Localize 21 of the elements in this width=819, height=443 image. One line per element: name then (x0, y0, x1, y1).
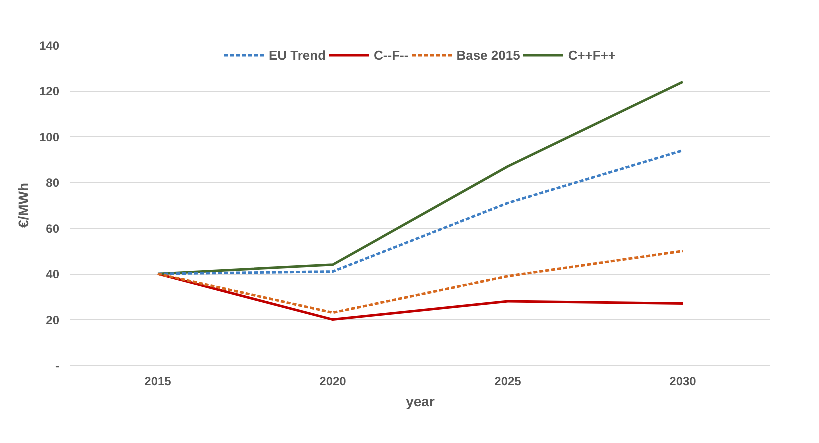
x-tick-label: 2025 (494, 374, 522, 388)
y-tick-label: 40 (46, 268, 60, 282)
legend-label: C++F++ (568, 48, 616, 62)
y-tick-label: 120 (39, 84, 60, 99)
line-series (156, 80, 684, 276)
line-series (156, 250, 684, 314)
y-tick-label: 100 (39, 130, 60, 144)
x-axis-title: year (406, 394, 436, 410)
legend-label: Base 2015 (456, 48, 520, 62)
y-tick-label: - (56, 359, 60, 373)
line-series (156, 272, 684, 322)
y-tick-label: 80 (46, 176, 60, 190)
y-tick-label: 140 (39, 39, 60, 53)
legend-label: EU Trend (268, 48, 326, 62)
y-axis-title: €/MWh (15, 182, 32, 228)
x-tick-label: 2015 (144, 374, 172, 388)
x-tick-label: 2030 (670, 374, 697, 388)
y-tick-label: 60 (46, 222, 60, 236)
y-tick-label: 20 (46, 313, 60, 328)
legend-label: C--F-- (374, 48, 409, 62)
x-tick-label: 2020 (320, 374, 347, 388)
